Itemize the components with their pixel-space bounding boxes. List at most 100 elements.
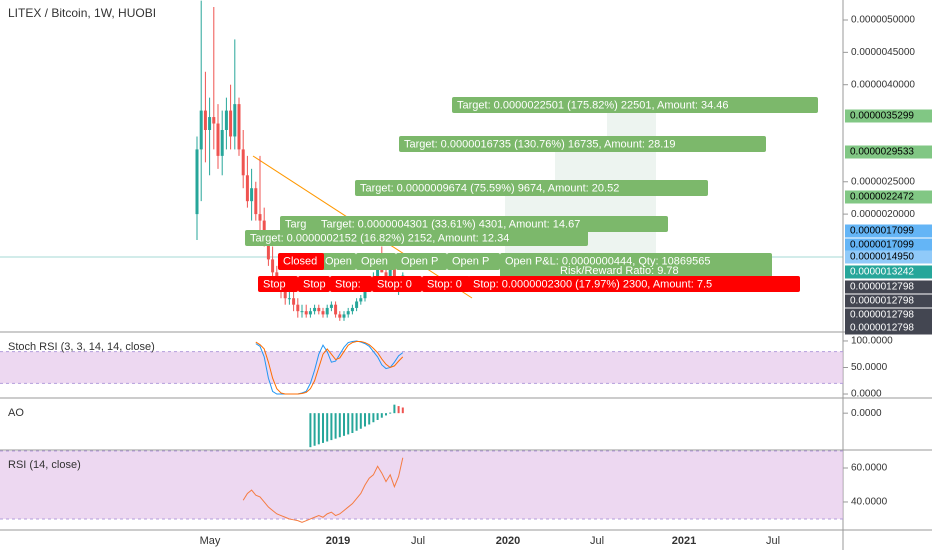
annotation-box (280, 216, 320, 232)
y-tick-label: 0.0000020000 (851, 209, 915, 220)
candle-body (212, 117, 216, 124)
ao-bar (380, 413, 383, 418)
annotation-box (298, 276, 330, 292)
time-label: 2020 (496, 535, 520, 547)
annotation-text: Target: 0.0000002152 (16.82%) 2152, Amou… (250, 232, 509, 244)
candle-body (388, 262, 392, 279)
price-label: 0.0000014950 (850, 252, 914, 263)
annotation-text: Stop: (335, 278, 361, 290)
y-tick-label: 0.0000045000 (851, 47, 915, 58)
price-label: 0.0000012798 (850, 282, 914, 293)
overlays: 0.0000035299 0.0000029533 0.0000022472 0.00… (200, 97, 932, 547)
ao-bar (317, 413, 320, 445)
annotation-box (355, 180, 708, 196)
ao-bar (364, 413, 366, 427)
ao-bar (393, 404, 396, 414)
candle-body (300, 311, 304, 313)
annotation-box (396, 253, 447, 270)
annotation-text: Target: 0.0000022501 (175.82%) 22501, Am… (457, 99, 729, 111)
annotation-text: Stop: 0 (427, 278, 462, 290)
price-label-box (845, 238, 932, 252)
candle-body (208, 117, 212, 130)
symbol-title: LITEX / Bitcoin, 1W, HUOBI (8, 6, 156, 20)
price-label: 0.0000012798 (850, 310, 914, 321)
annotation-text: Target: 0.0000004301 (33.61%) 4301, Amou… (321, 218, 580, 230)
y-tick-label: 40.0000 (851, 497, 888, 508)
annotation-box (422, 276, 470, 292)
ao-bar (355, 413, 358, 431)
candle-body (363, 288, 367, 299)
candle-body (271, 259, 275, 273)
annotation-text: Stop: 0 (377, 278, 412, 290)
annotation-box (316, 216, 668, 232)
candle-body (237, 104, 241, 150)
candle-body (376, 265, 380, 279)
candle-body (313, 307, 317, 312)
y-tick-label: 60.0000 (851, 463, 888, 474)
time-label: Jul (766, 535, 780, 547)
ao-bar (359, 413, 362, 429)
indicator-line (242, 457, 404, 523)
candle-body (342, 314, 346, 318)
price-label: 0.0000029533 (850, 147, 914, 158)
price-label-box (845, 145, 932, 159)
y-tick-label: 0.0000050000 (851, 15, 915, 26)
y-tick-label: 0.0000 (851, 408, 882, 419)
band (0, 451, 843, 519)
candle-body (334, 304, 338, 315)
annotation-text: Open P (452, 255, 489, 267)
annotation-box (500, 253, 772, 279)
candle-body (203, 110, 207, 130)
candle-body (229, 110, 233, 137)
candle-body (254, 188, 258, 215)
annotation-text: Open (361, 255, 388, 267)
indicator-line (255, 340, 404, 395)
candle-body (216, 123, 220, 156)
price-label: 0.0000013242 (850, 267, 914, 278)
price-label-box (845, 190, 932, 204)
ao-bar (372, 413, 375, 423)
pane-title: AO (8, 407, 24, 419)
annotation-box (330, 276, 372, 292)
candle-body (220, 129, 224, 156)
y-tick-label: 100.0000 (851, 336, 893, 347)
candle-body (329, 304, 333, 308)
price-label-box (845, 109, 932, 123)
ao-bar (385, 413, 387, 416)
annotation-text: Targ (285, 218, 306, 230)
annotation-text: Open P&L: 0.0000000444, Qty: 10869565 (505, 255, 711, 267)
candle-body (338, 314, 342, 318)
candle-body (245, 175, 249, 202)
ao-bar (330, 413, 333, 441)
annotation-box (245, 230, 588, 246)
ao-bar (347, 413, 350, 435)
time-label: May (200, 535, 221, 547)
annotation-box (372, 276, 422, 292)
candle-body (283, 291, 287, 299)
candle-body (384, 272, 388, 279)
time-label: 2021 (672, 535, 696, 547)
price-label-box (845, 321, 932, 335)
plot: 0.0000050000 0.0000045000 0.0000040000 0.00… (0, 0, 915, 523)
candle-body (304, 311, 308, 315)
annotation-text: Closed (283, 255, 317, 267)
annotation-box (468, 276, 800, 292)
annotation-text: Target: 0.0000016735 (130.76%) 16735, Am… (404, 138, 676, 150)
y-tick-label: 50.0000 (851, 362, 888, 373)
y-tick-label: 0.0000 (851, 389, 882, 400)
ao-bar (368, 413, 371, 425)
candle-body (287, 298, 291, 300)
ao-bar (334, 413, 337, 439)
candle-body (321, 311, 325, 315)
pane-title: Stoch RSI (3, 3, 14, 14, close) (8, 341, 155, 353)
annotation-box (356, 253, 396, 270)
price-label: 0.0000035299 (850, 111, 914, 122)
candle-body (296, 304, 300, 312)
candle-body (325, 307, 329, 315)
annotation-box (320, 253, 356, 270)
candle-body (317, 307, 321, 312)
ao-bar (313, 413, 316, 446)
annotation-box (258, 276, 298, 292)
candle-body (359, 298, 363, 302)
